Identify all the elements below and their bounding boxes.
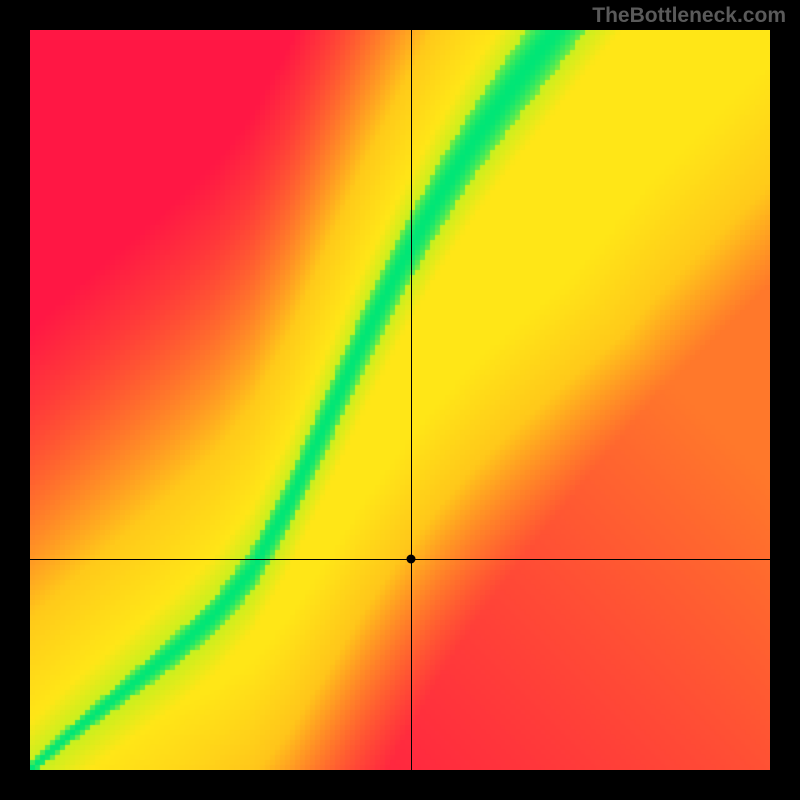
- chart-container: TheBottleneck.com: [0, 0, 800, 800]
- heatmap-canvas: [30, 30, 770, 770]
- crosshair-horizontal: [30, 559, 770, 560]
- watermark-text: TheBottleneck.com: [592, 4, 786, 28]
- crosshair-vertical: [411, 30, 412, 770]
- marker-dot: [407, 555, 416, 564]
- plot-area: [30, 30, 770, 770]
